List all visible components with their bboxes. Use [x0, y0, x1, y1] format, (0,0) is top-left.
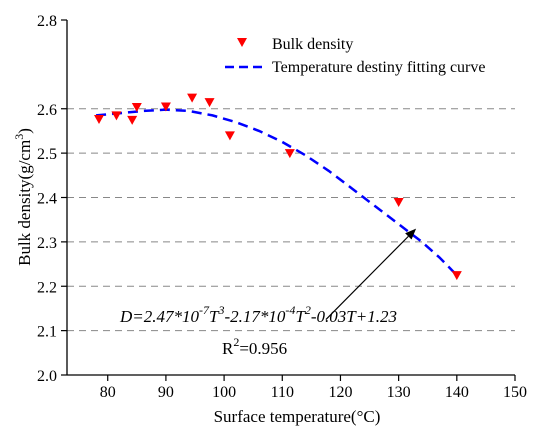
x-axis-title: Surface temperature(°C) — [214, 407, 381, 426]
legend-label-fitting-curve: Temperature destiny fitting curve — [272, 59, 485, 76]
x-tick-label: 80 — [100, 384, 116, 401]
data-point — [187, 93, 198, 103]
data-point — [224, 131, 235, 141]
data-point — [284, 149, 295, 159]
y-ticks: 2.0 2.1 2.2 2.3 2.4 2.5 2.6 2.8 — [37, 13, 67, 385]
grid-lines — [67, 108, 515, 332]
y-tick-label: 2.1 — [37, 324, 57, 341]
data-point — [131, 102, 142, 112]
x-tick-label: 90 — [158, 384, 174, 401]
data-point — [127, 115, 138, 125]
data-point — [94, 114, 104, 124]
legend-label-bulk-density: Bulk density — [272, 36, 353, 53]
y-tick-label: 2.6 — [37, 102, 57, 119]
x-tick-label: 130 — [387, 384, 411, 401]
legend-marker-bulk-density — [237, 38, 247, 47]
data-points — [94, 93, 462, 281]
x-tick-label: 150 — [503, 384, 527, 401]
r-squared-label: R2=0.956 — [222, 335, 287, 358]
y-tick-label: 2.4 — [37, 191, 57, 208]
x-tick-label: 120 — [328, 384, 352, 401]
x-ticks: 80 90 100 110 120 130 140 150 — [100, 375, 527, 401]
data-point — [111, 111, 122, 121]
fit-equation: D=2.47*10-7T3-2.17*10-4T2-0.03T+1.23 — [119, 303, 397, 326]
y-tick-label: 2.8 — [37, 13, 57, 30]
data-point — [160, 102, 171, 112]
data-point — [393, 197, 404, 207]
x-tick-label: 110 — [271, 384, 294, 401]
y-tick-label: 2.5 — [37, 146, 57, 163]
equation-annotation: D=2.47*10-7T3-2.17*10-4T2-0.03T+1.23 R2=… — [119, 228, 417, 358]
y-tick-label: 2.0 — [37, 368, 57, 385]
x-tick-label: 140 — [445, 384, 469, 401]
annotation-arrow — [325, 235, 409, 320]
fit-curve-line — [95, 108, 458, 277]
y-axis-title: Bulk density(g/cm3) — [12, 128, 34, 266]
annotation-arrow-head — [405, 228, 417, 240]
legend: Bulk density Temperature destiny fitting… — [225, 36, 485, 76]
data-point — [204, 98, 215, 108]
x-tick-label: 100 — [212, 384, 236, 401]
fitting-curve — [95, 108, 458, 277]
y-tick-label: 2.2 — [37, 279, 57, 296]
data-point — [451, 271, 462, 281]
y-tick-label: 2.3 — [37, 235, 57, 252]
